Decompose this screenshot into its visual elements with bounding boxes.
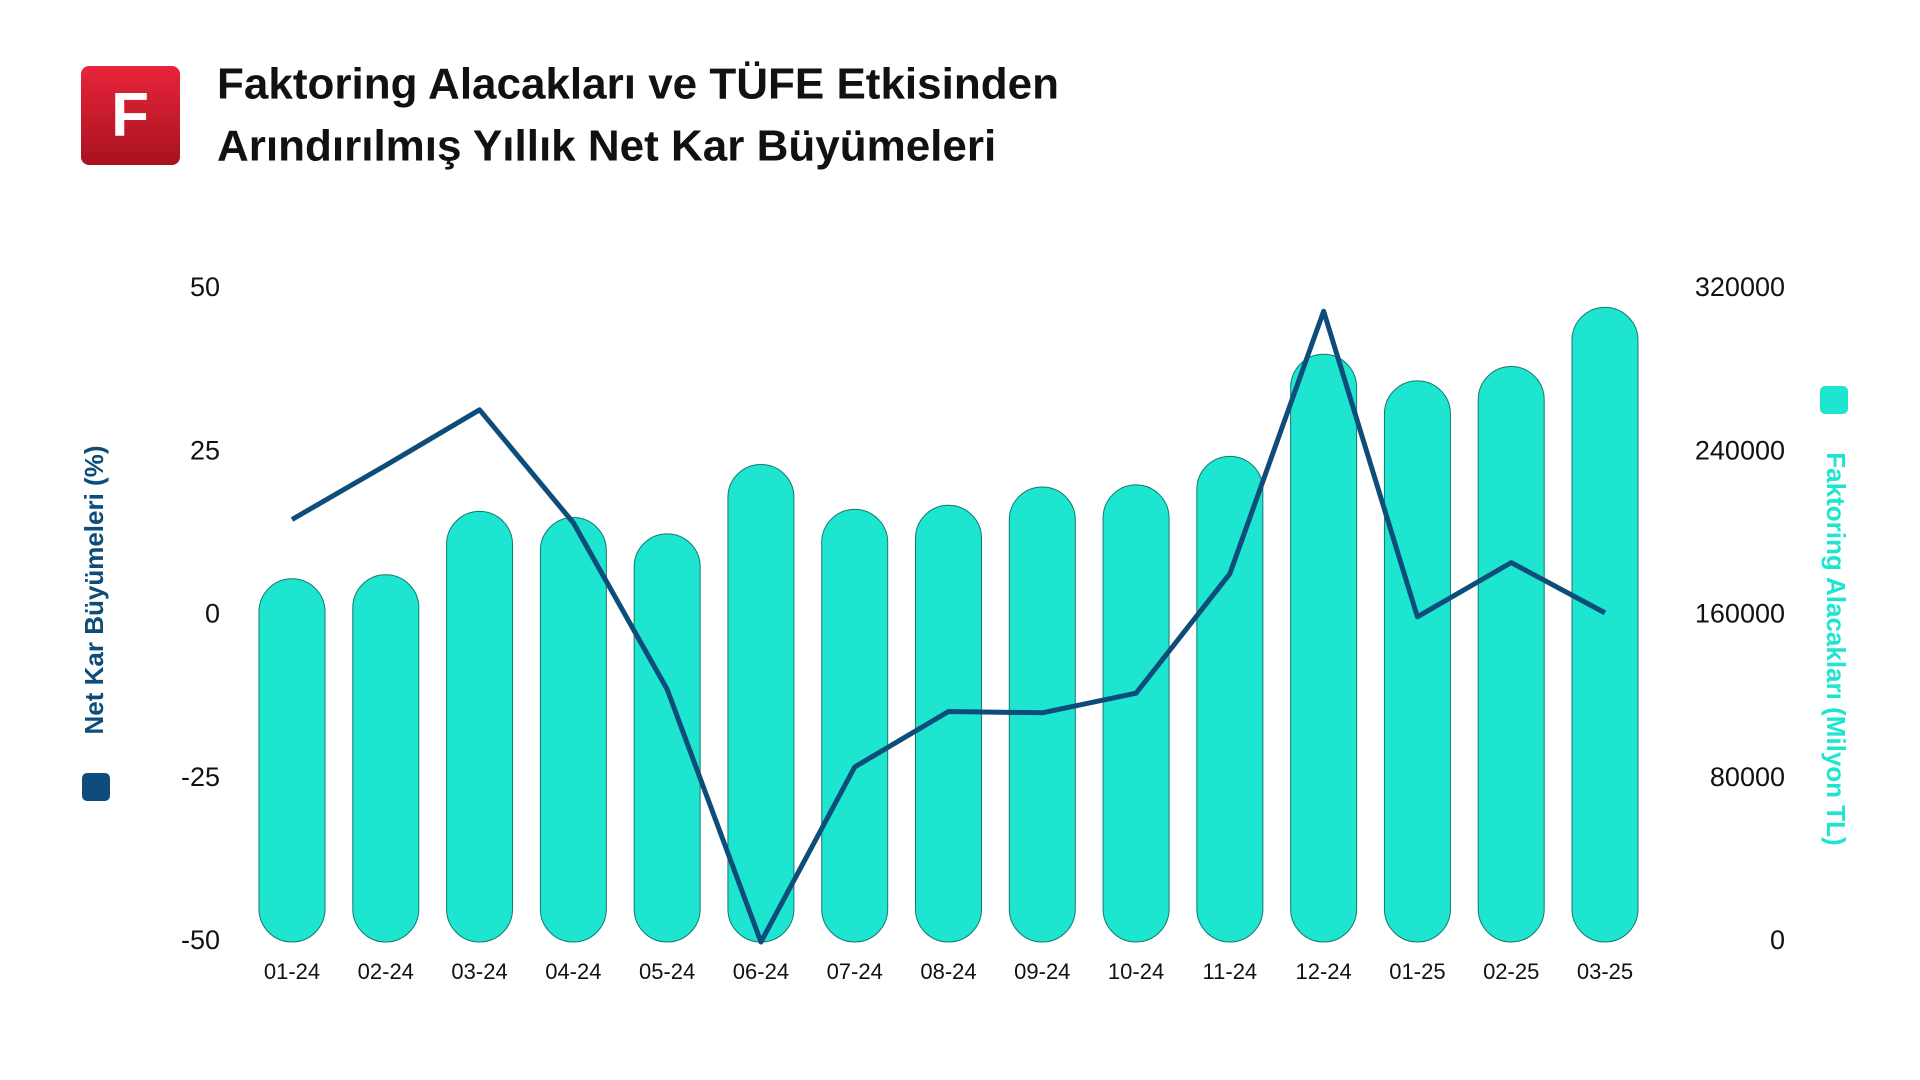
chart-title: Arındırılmış Yıllık Net Kar Büyümeleri bbox=[217, 122, 996, 171]
bar bbox=[539, 517, 607, 943]
y-tick-label: -25 bbox=[181, 762, 220, 792]
bar bbox=[258, 578, 326, 943]
legend-swatch bbox=[1820, 386, 1848, 414]
y-tick-label: 50 bbox=[190, 272, 220, 302]
x-tick-label: 01-24 bbox=[264, 959, 320, 984]
bar bbox=[727, 463, 795, 943]
y2-tick-label: 320000 bbox=[1695, 272, 1785, 302]
x-tick-label: 08-24 bbox=[920, 959, 976, 984]
x-tick-label: 07-24 bbox=[827, 959, 883, 984]
x-tick-label: 04-24 bbox=[545, 959, 601, 984]
x-tick-label: 09-24 bbox=[1014, 959, 1070, 984]
y2-tick-label: 160000 bbox=[1695, 599, 1785, 629]
x-tick-label: 06-24 bbox=[733, 959, 789, 984]
y-tick-label: -50 bbox=[181, 925, 220, 955]
bar bbox=[1571, 306, 1639, 943]
bar bbox=[1477, 366, 1545, 943]
y-tick-label: 25 bbox=[190, 435, 220, 465]
x-tick-label: 12-24 bbox=[1296, 959, 1352, 984]
axis-legend: Net Kar Büyümeleri (%) bbox=[79, 446, 110, 801]
bar bbox=[1290, 353, 1358, 943]
x-tick-label: 02-25 bbox=[1483, 959, 1539, 984]
line bbox=[290, 308, 1607, 945]
bar bbox=[446, 510, 514, 943]
bar bbox=[821, 508, 889, 943]
logo-box bbox=[81, 66, 180, 165]
chart-title: Faktoring Alacakları ve TÜFE Etkisinden bbox=[217, 60, 1059, 109]
y2-tick-label: 240000 bbox=[1695, 435, 1785, 465]
y-tick-label: 0 bbox=[205, 599, 220, 629]
x-tick-label: 03-25 bbox=[1577, 959, 1633, 984]
bar bbox=[1102, 484, 1170, 943]
legend-label: Faktoring Alacakları (Milyon TL) bbox=[1821, 452, 1851, 845]
bar bbox=[633, 533, 701, 943]
bar bbox=[352, 574, 420, 943]
x-tick-label: 05-24 bbox=[639, 959, 695, 984]
legend-swatch bbox=[82, 773, 110, 801]
y2-tick-label: 80000 bbox=[1710, 762, 1785, 792]
legend-label: Net Kar Büyümeleri (%) bbox=[79, 446, 109, 735]
bar bbox=[1383, 380, 1451, 943]
bar bbox=[1196, 455, 1264, 943]
axis-legend: Faktoring Alacakları (Milyon TL) bbox=[1820, 386, 1851, 846]
bar bbox=[915, 504, 982, 943]
logo-text: F bbox=[111, 80, 149, 149]
x-tick-label: 02-24 bbox=[358, 959, 414, 984]
x-tick-label: 01-25 bbox=[1389, 959, 1445, 984]
x-tick-label: 11-24 bbox=[1203, 959, 1258, 984]
x-tick-label: 10-24 bbox=[1108, 959, 1164, 984]
y2-tick-label: 0 bbox=[1770, 925, 1785, 955]
x-tick-label: 03-24 bbox=[451, 959, 507, 984]
